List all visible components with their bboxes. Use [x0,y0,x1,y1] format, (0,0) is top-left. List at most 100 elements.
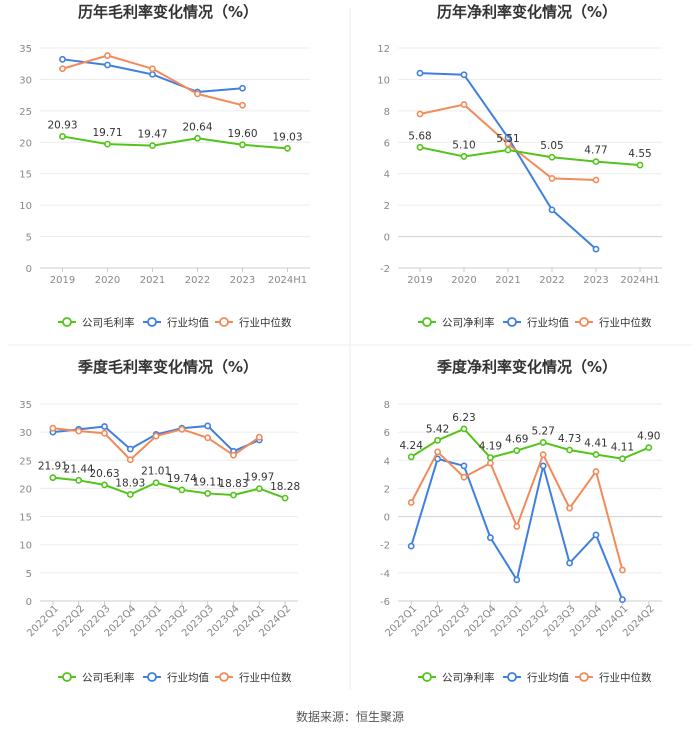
data-point [460,101,468,108]
data-point [566,446,573,454]
data-point [407,542,415,550]
series-line-company [410,427,650,460]
legend-marker-icon [147,672,157,682]
data-label: 19.74 [167,473,197,485]
data-label: 18.93 [115,477,145,489]
data-point [75,476,83,484]
data-point [619,455,626,463]
data-point [592,531,600,539]
data-point [152,432,160,440]
legend-marker-icon [579,317,589,327]
x-tick-label: 2024H1 [620,275,659,286]
data-point [126,491,134,498]
data-label: 4.73 [558,433,581,445]
data-point [539,462,547,470]
data-point [592,468,600,475]
data-point [230,491,237,499]
legend-marker-icon [62,672,72,682]
data-label: 4.77 [584,145,607,157]
data-point [149,142,156,150]
y-tick-label: 10 [19,541,32,552]
data-point [513,576,521,584]
x-tick-label: 2020 [95,275,120,286]
data-point [566,559,573,567]
data-point [486,459,494,467]
data-point [539,451,547,459]
data-point [104,61,111,69]
data-point [104,140,111,148]
data-label: 21.01 [141,466,171,478]
data-point [204,422,212,430]
legend-marker-icon [147,317,157,327]
data-point [434,448,441,456]
legend-marker-icon [62,317,72,327]
data-point [101,429,108,437]
y-tick-label: 5 [26,233,32,244]
legend-label: 行业均值 [167,671,209,684]
data-point [566,504,573,512]
data-label: 19.97 [244,472,274,484]
y-tick-label: 0 [384,513,390,524]
legend-marker-icon [507,317,517,327]
data-point [407,499,415,506]
data-point [619,596,626,603]
series-line-company [419,146,641,167]
data-point [126,456,134,464]
y-tick-label: 10 [19,201,32,212]
chart-title: 历年净利率变化情况（%） [437,3,617,21]
data-point [49,474,57,482]
y-tick-label: 6 [384,428,390,439]
y-tick-label: 25 [19,107,32,118]
legend-marker-icon [422,672,432,682]
data-point [59,133,66,140]
y-tick-label: -2 [380,264,390,275]
data-point [204,490,212,497]
data-label: 21.44 [64,463,94,475]
data-point [149,71,156,78]
data-label: 4.90 [637,431,660,443]
y-tick-label: 2 [384,484,390,495]
legend-label: 行业中位数 [239,316,292,329]
x-tick-label: 2021 [140,275,165,286]
data-point [149,65,156,73]
y-tick-label: 12 [377,44,390,55]
data-label: 4.11 [611,442,634,454]
legend-label: 行业均值 [167,316,209,329]
data-label: 5.27 [532,425,555,437]
legend-label: 行业中位数 [599,671,652,684]
legend-marker-icon [422,317,432,327]
y-tick-label: 0 [384,233,390,244]
legend-marker-icon [507,672,517,682]
data-point [126,445,134,453]
chart-title: 季度毛利率变化情况（%） [78,358,258,376]
data-point [592,245,600,253]
y-tick-label: 15 [19,513,32,524]
data-label: 5.10 [452,139,475,151]
data-label: 19.60 [227,128,257,140]
data-label: 5.51 [496,133,519,145]
series-line-company [52,476,286,500]
x-tick-label: 2022 [539,275,564,286]
x-tick-label: 2022 [185,275,210,286]
legend-marker-icon [219,672,229,682]
series-line-company [62,135,288,150]
data-point [504,146,512,154]
data-point [194,134,201,142]
series-line-industry-mean [419,72,597,250]
data-point [239,101,246,109]
data-point [460,462,468,470]
y-tick-label: 30 [19,428,32,439]
data-point [194,90,201,98]
y-tick-label: 10 [377,75,390,86]
legend-label: 行业中位数 [599,316,652,329]
data-label: 5.05 [540,140,563,152]
y-tick-label: -6 [380,597,390,608]
y-tick-label: 15 [19,170,32,181]
legend-label: 行业中位数 [239,671,292,684]
data-label: 5.68 [408,130,431,142]
legend-label: 行业均值 [527,316,569,329]
data-point [255,433,263,441]
data-label: 19.03 [272,131,302,143]
legend-marker-icon [579,672,589,682]
data-point [486,534,494,542]
